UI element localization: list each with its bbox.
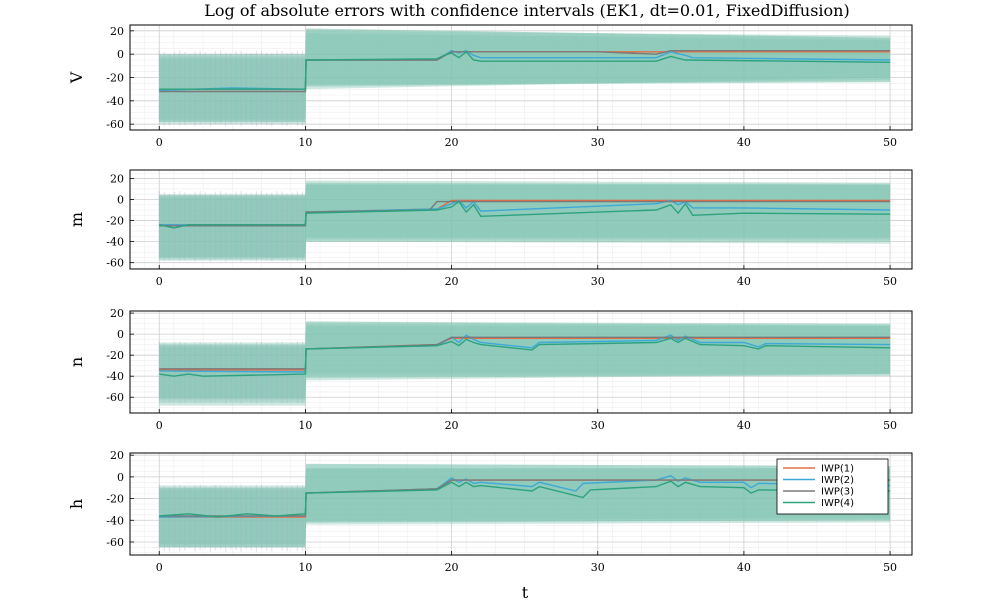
confidence-band-IWP(2): [159, 463, 891, 548]
x-tick-label: 20: [445, 275, 459, 288]
x-tick-label: 0: [156, 419, 163, 432]
y-tick-label: -20: [106, 72, 124, 85]
series-line-IWP(4): [159, 480, 891, 518]
y-tick-label: 0: [117, 48, 124, 61]
y-tick-label: -20: [106, 493, 124, 506]
x-axis-label: t: [522, 583, 529, 600]
legend-label-IWP(2): IWP(2): [821, 475, 854, 486]
x-tick-label: 40: [737, 275, 751, 288]
y-tick-label: 20: [110, 172, 124, 185]
y-tick-label: -40: [106, 95, 124, 108]
confidence-band-IWP(2): [159, 321, 891, 403]
y-tick-label: -20: [106, 215, 124, 228]
panel-frame: [129, 310, 913, 414]
x-tick-label: 40: [737, 136, 751, 149]
y-axis-label-h: h: [67, 499, 86, 509]
x-tick-label: 50: [883, 136, 897, 149]
confidence-band-IWP(4): [159, 463, 891, 548]
series-lines: [159, 475, 891, 518]
x-tick-label: 30: [591, 136, 605, 149]
confidence-band-IWP(3): [159, 184, 891, 258]
chart-title: Log of absolute errors with confidence i…: [204, 1, 849, 20]
x-tick-label: 50: [883, 561, 897, 574]
confidence-band-IWP(1): [159, 30, 891, 122]
y-axis-label-m: m: [67, 212, 86, 227]
x-tick-label: 30: [591, 561, 605, 574]
x-tick-label: 40: [737, 419, 751, 432]
x-tick-label: 30: [591, 419, 605, 432]
x-tick-label: 10: [298, 275, 312, 288]
confidence-band-IWP(3): [159, 33, 891, 120]
y-axis-label-V: V: [67, 71, 86, 84]
y-tick-label: -60: [106, 118, 124, 131]
x-tick-label: 20: [445, 136, 459, 149]
series-line-IWP(4): [159, 200, 891, 229]
panel-h: 20 0 -20 -40 -60 0 10 20 30 40 50 h: [67, 449, 913, 574]
x-tick-label: 10: [298, 419, 312, 432]
series-line-IWP(4): [159, 337, 891, 377]
x-tick-label: 30: [591, 275, 605, 288]
confidence-band-IWP(1): [159, 468, 891, 548]
y-tick-label: -40: [106, 370, 124, 383]
x-tick-label: 10: [298, 561, 312, 574]
x-tick-label: 50: [883, 419, 897, 432]
y-axis-label-n: n: [67, 357, 86, 367]
legend-label-IWP(3): IWP(3): [821, 487, 854, 498]
y-tick-label: -40: [106, 236, 124, 249]
x-tick-label: 40: [737, 561, 751, 574]
y-tick-label: 0: [117, 471, 124, 484]
panel-frame: [129, 169, 913, 270]
x-tick-label: 20: [445, 561, 459, 574]
legend-label-IWP(4): IWP(4): [821, 498, 854, 509]
x-tick-label: 20: [445, 419, 459, 432]
series-line-IWP(2): [159, 475, 891, 518]
series-lines: [159, 199, 891, 229]
y-tick-label: -40: [106, 514, 124, 527]
y-tick-label: -20: [106, 349, 124, 362]
panel-n: 20 0 -20 -40 -60 0 10 20 30 40 50 n: [67, 307, 913, 432]
x-tick-label: 0: [156, 275, 163, 288]
y-tick-label: -60: [106, 257, 124, 270]
y-tick-label: 20: [110, 449, 124, 462]
series-lines: [159, 49, 891, 93]
legend: IWP(1)IWP(2)IWP(3)IWP(4): [776, 458, 889, 515]
x-tick-label: 0: [156, 136, 163, 149]
confidence-band-IWP(3): [159, 325, 891, 398]
series-lines: [159, 334, 891, 377]
y-tick-label: 0: [117, 328, 124, 341]
y-tick-label: -60: [106, 536, 124, 549]
x-tick-label: 0: [156, 561, 163, 574]
x-tick-label: 10: [298, 136, 312, 149]
y-tick-label: 20: [110, 25, 124, 38]
legend-label-IWP(1): IWP(1): [821, 464, 854, 475]
panel-V: 20 0 -20 -40 -60 0 10 20 30 40 50 V: [67, 24, 913, 149]
panel-m: 20 0 -20 -40 -60 0 10 20 30 40 50 m: [67, 169, 913, 288]
y-tick-label: 0: [117, 193, 124, 206]
x-tick-label: 50: [883, 275, 897, 288]
panel-frame: [129, 452, 913, 556]
y-tick-label: 20: [110, 307, 124, 320]
y-tick-label: -60: [106, 391, 124, 404]
series-line-IWP(4): [159, 50, 891, 90]
